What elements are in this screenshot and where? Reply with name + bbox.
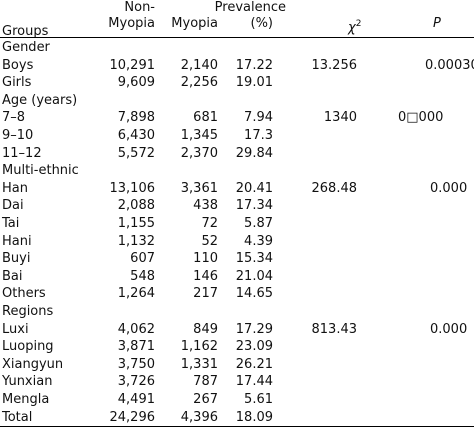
cell: 1,264 [117,286,155,302]
cell: 24,296 [109,409,156,425]
cell: Buyi [2,251,31,267]
cell: 2,140 [180,57,218,73]
cell: 849 [193,321,218,337]
cell: 3,726 [117,374,155,390]
cell: 2,256 [180,75,218,91]
cell: Dai [2,198,24,214]
cell: 268.48 [311,180,358,196]
header-cell: Myopia [108,16,155,31]
cell: 52 [201,233,218,249]
cell: 787 [193,374,218,390]
cell: 5.87 [244,216,273,231]
cell: 72 [201,216,218,231]
cell: 19.01 [235,75,273,91]
cell: 3,871 [117,339,155,355]
cell: 9–10 [2,128,34,143]
cell: 1,155 [117,216,155,231]
header-cell: Prevalence [214,0,286,15]
cell: 17.22 [235,57,273,73]
section-label: Gender [2,40,50,55]
cell: 4.39 [244,233,273,249]
cell: 217 [193,286,218,302]
cell: 548 [130,268,155,284]
cell: 0□000 [398,110,444,126]
cell: 267 [193,392,218,407]
cell: 813.43 [311,321,358,337]
cell: Girls [2,75,32,91]
cell: 1340 [323,110,357,126]
p-symbol: P [433,16,441,31]
cell: 7,898 [117,110,155,126]
header-cell: Groups [2,24,49,39]
cell: 14.65 [235,286,273,302]
cell: 4,062 [117,321,155,337]
cell: 146 [193,268,218,284]
header-cell: χ2 [348,16,361,36]
cell: 2,370 [180,145,218,161]
cell: 3,361 [180,180,218,196]
cell: 18.09 [235,409,273,425]
cell: 1,331 [180,356,218,372]
cell: Yunxian [2,374,53,390]
cell: 17.34 [235,198,273,214]
cell: 6,430 [117,128,155,143]
cell: 681 [193,110,218,126]
cell: Bai [2,268,23,284]
cell: Han [2,180,28,196]
cell: 438 [193,198,218,214]
cell: 5,572 [117,145,155,161]
cell: 7–8 [2,110,26,126]
cell: 1,162 [180,339,218,355]
cell: Xiangyun [2,356,64,372]
cell: 2,088 [117,198,155,214]
cell: 607 [130,251,155,267]
header-cell: Myopia [171,16,218,31]
cell: 0.000 [430,180,468,196]
cell: Boys [2,57,34,73]
cell: 26.21 [235,356,273,372]
cell: 29.84 [235,145,273,161]
header-cell: (%) [250,16,274,31]
cell: 17.3 [244,128,273,143]
cell: 17.44 [235,374,273,390]
cell: 4,491 [117,392,155,407]
cell: 4,396 [180,409,218,425]
cell: 110 [193,251,218,267]
section-label: Age (years) [2,92,78,108]
header-cell: P [433,16,441,32]
cell: 3,750 [117,356,155,372]
cell: Others [2,286,46,302]
cell: Total [2,409,33,425]
cell: 21.04 [235,268,273,284]
cell: 7.94 [244,110,273,126]
chi-superscript: 2 [355,19,362,29]
cell: 1,345 [180,128,218,143]
cell: 0.000 [430,321,468,337]
cell: 13.256 [311,57,358,73]
section-label: Regions [2,304,54,319]
cell: 1,132 [117,233,155,249]
cell: Tai [2,216,20,231]
cell: 5.61 [244,392,273,407]
header-cell: Non- [124,0,155,15]
cell: 10,291 [109,57,156,73]
cell: 17.29 [235,321,273,337]
cell: 0.00030 [425,57,474,73]
chi-symbol: χ [348,20,356,36]
cell: Luxi [2,321,29,337]
section-label: Multi-ethnic [2,163,79,179]
cell: Luoping [2,339,54,355]
cell: 13,106 [109,180,156,196]
cell: 23.09 [235,339,273,355]
cell: Hani [2,233,32,249]
cell: 11–12 [2,145,42,161]
cell: Mengla [2,392,50,407]
cell: 15.34 [235,251,273,267]
rule [0,37,474,38]
cell: 9,609 [117,75,155,91]
cell: 20.41 [235,180,273,196]
